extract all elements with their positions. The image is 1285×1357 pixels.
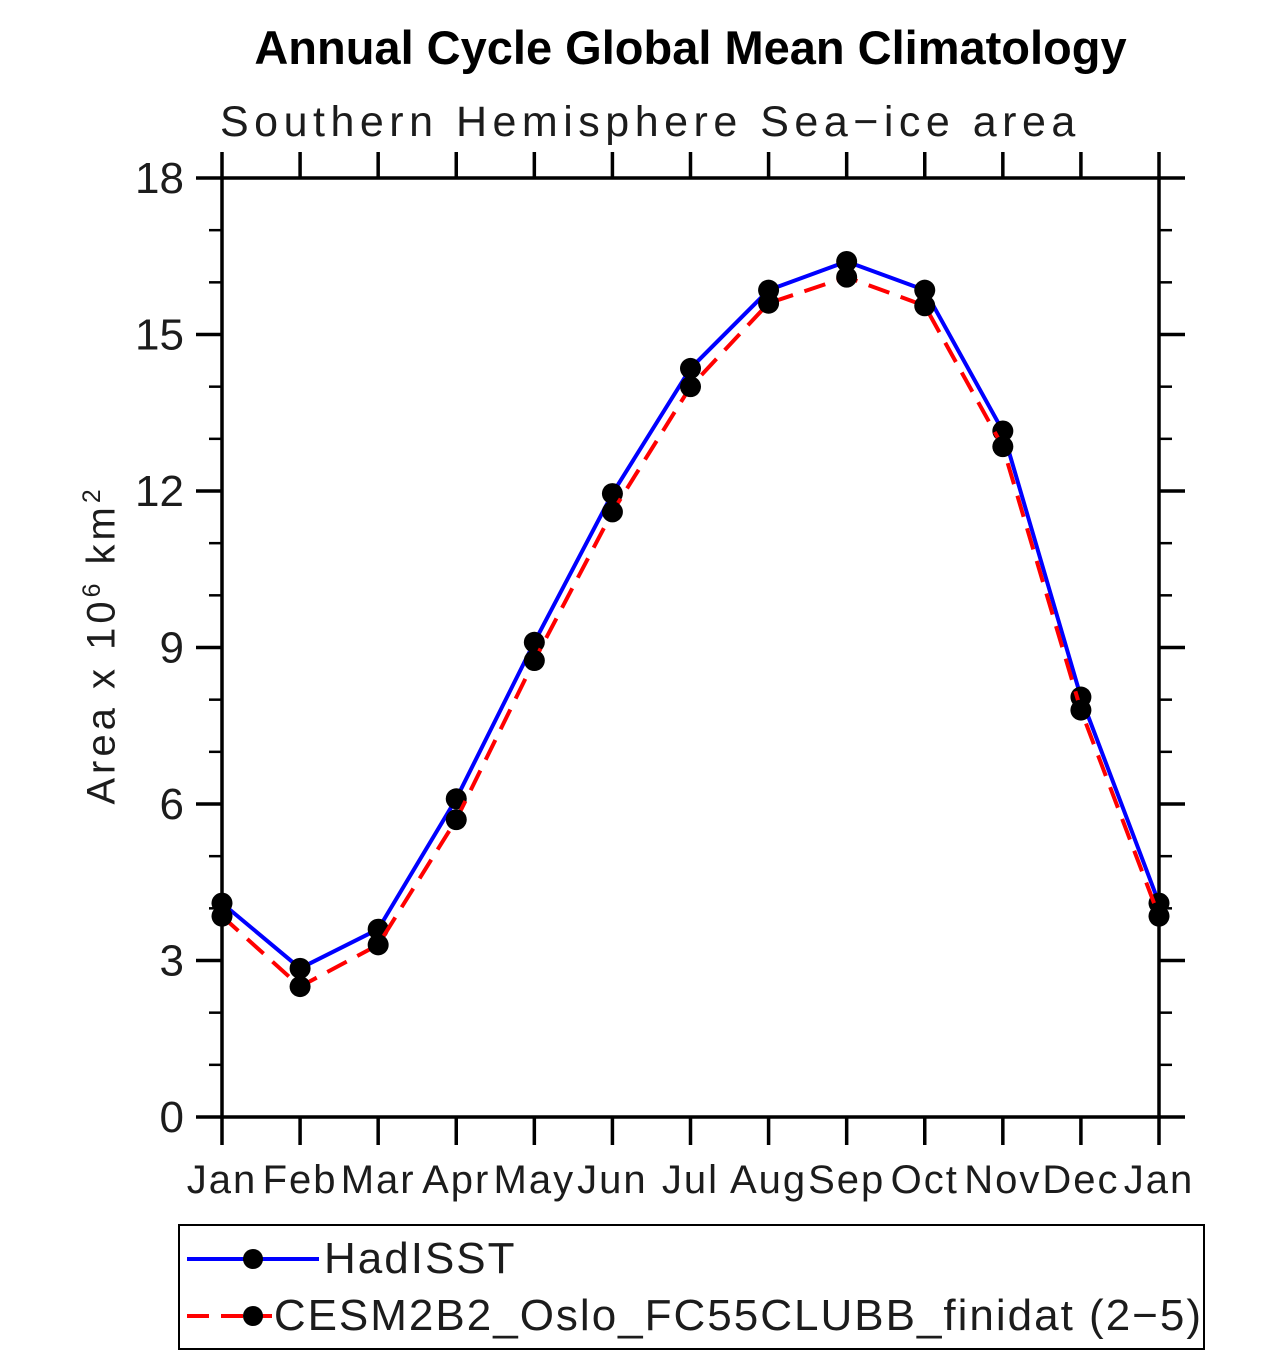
data-point-marker bbox=[836, 266, 858, 288]
data-point-marker bbox=[601, 483, 623, 505]
chart-title: Annual Cycle Global Mean Climatology bbox=[254, 21, 1127, 74]
data-point-marker bbox=[367, 934, 389, 956]
series-cesm2b2_oslo_fc55clubb_finidat bbox=[211, 266, 1170, 998]
legend-item-cesm: CESM2B2_Oslo_FC55CLUBB_finidat (2−5) bbox=[180, 1287, 1203, 1344]
data-point-marker bbox=[680, 357, 701, 379]
axis-frame bbox=[220, 176, 1161, 1119]
x-tick-label: Jul bbox=[662, 1158, 719, 1202]
data-point-marker bbox=[836, 250, 858, 272]
data-point-marker bbox=[289, 976, 311, 998]
legend-label-cesm: CESM2B2_Oslo_FC55CLUBB_finidat (2−5) bbox=[273, 1290, 1203, 1340]
data-point-marker bbox=[445, 809, 467, 831]
legend-swatch-cesm bbox=[187, 1305, 272, 1326]
x-tick-label: Dec bbox=[1042, 1158, 1119, 1202]
legend-item-hadisst: HadISST bbox=[180, 1230, 1203, 1287]
x-tick-label: Mar bbox=[341, 1158, 416, 1202]
axis-ticks bbox=[196, 152, 1185, 1145]
x-tick-label: Jun bbox=[577, 1158, 648, 1202]
data-point-marker bbox=[523, 631, 545, 653]
data-point-marker bbox=[914, 279, 936, 301]
x-tick-label: May bbox=[494, 1158, 576, 1202]
y-tick-label: 6 bbox=[160, 780, 184, 829]
data-point-marker bbox=[992, 436, 1014, 458]
x-tick-label: Jan bbox=[1124, 1158, 1195, 1202]
legend-box: HadISST CESM2B2_Oslo_FC55CLUBB_finidat (… bbox=[178, 1224, 1205, 1350]
x-tick-label: Jan bbox=[187, 1158, 258, 1202]
y-tick-label: 12 bbox=[135, 467, 184, 516]
x-tick-label: Aug bbox=[730, 1158, 807, 1202]
data-point-marker bbox=[914, 295, 936, 317]
y-tick-label: 9 bbox=[160, 624, 184, 673]
y-tick-label: 3 bbox=[160, 937, 184, 986]
y-tick-label: 18 bbox=[135, 154, 184, 203]
legend-marker-dot bbox=[243, 1305, 263, 1326]
x-tick-label: Apr bbox=[422, 1158, 490, 1202]
data-point-marker bbox=[289, 957, 311, 979]
chart-subtitle: Southern Hemisphere Sea−ice area bbox=[220, 98, 1081, 146]
legend-marker-dot bbox=[243, 1248, 263, 1269]
y-tick-label: 15 bbox=[135, 311, 184, 360]
data-point-marker bbox=[445, 788, 467, 810]
x-tick-label: Nov bbox=[964, 1158, 1041, 1202]
legend-label-hadisst: HadISST bbox=[324, 1233, 517, 1283]
data-point-marker bbox=[758, 292, 780, 314]
data-point-marker bbox=[680, 376, 701, 398]
x-tick-label: Oct bbox=[891, 1158, 959, 1202]
data-point-marker bbox=[1148, 905, 1170, 927]
series-hadisst bbox=[211, 250, 1170, 979]
data-point-marker bbox=[1070, 699, 1092, 721]
data-point-marker bbox=[601, 501, 623, 523]
y-tick-label: 0 bbox=[160, 1093, 184, 1142]
x-tick-label: Sep bbox=[808, 1158, 885, 1202]
x-tick-label: Feb bbox=[263, 1158, 338, 1202]
data-point-marker bbox=[211, 905, 233, 927]
legend-swatch-hadisst bbox=[187, 1248, 319, 1269]
data-point-marker bbox=[523, 650, 545, 672]
